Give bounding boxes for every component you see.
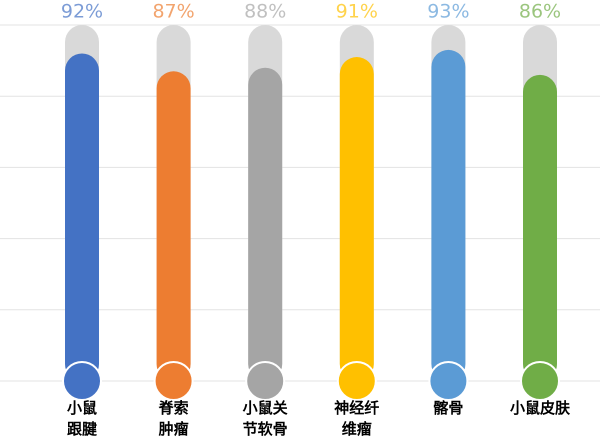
bulb bbox=[520, 361, 560, 401]
bulb bbox=[245, 361, 286, 401]
value-label: 92% bbox=[61, 1, 103, 23]
bulb bbox=[428, 361, 469, 401]
bar bbox=[339, 57, 374, 381]
bulb bbox=[336, 361, 377, 401]
bulb bbox=[153, 361, 194, 401]
value-label: 86% bbox=[519, 1, 561, 23]
value-label: 93% bbox=[427, 1, 469, 23]
value-label: 88% bbox=[244, 1, 286, 23]
value-label: 91% bbox=[336, 1, 378, 23]
x-tick-label: 脊索 肿瘤 bbox=[158, 399, 189, 438]
value-label: 87% bbox=[152, 1, 194, 23]
bulb bbox=[62, 361, 102, 401]
bar bbox=[65, 53, 99, 381]
x-tick-label: 小鼠 跟腱 bbox=[66, 399, 97, 438]
x-tick-label: 神经纤 维瘤 bbox=[334, 399, 380, 438]
x-tick-label: 小鼠关 节软骨 bbox=[242, 399, 288, 438]
bar bbox=[248, 67, 283, 381]
bar bbox=[431, 49, 466, 382]
x-tick-label: 髂骨 bbox=[433, 399, 464, 417]
bar bbox=[156, 71, 191, 381]
bar bbox=[523, 74, 557, 381]
x-tick-label: 小鼠皮肤 bbox=[509, 399, 570, 417]
